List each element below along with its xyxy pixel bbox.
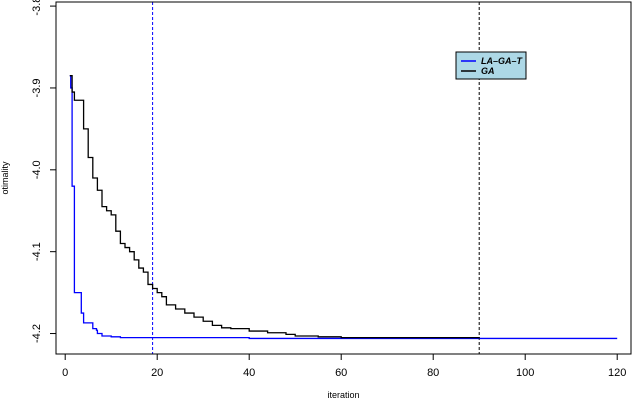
x-tick-label-20: 20	[151, 367, 163, 379]
legend-label-la-ga-t: LA–GA–T	[481, 56, 524, 66]
x-tick-label-0: 0	[62, 367, 68, 379]
y-tick-label--4.1: -4.1	[31, 242, 43, 261]
legend: LA–GA–T GA	[455, 51, 527, 80]
y-tick-label--3.8: -3.8	[31, 0, 43, 16]
x-axis-title: iteration	[327, 390, 359, 400]
series-line-0	[69, 75, 618, 340]
series-line-1	[69, 75, 480, 339]
y-axis-title: otimality	[0, 161, 10, 195]
y-tick-label--4.2: -4.2	[31, 324, 43, 343]
plot-frame	[55, 1, 632, 355]
x-tick-label-120: 120	[608, 367, 626, 379]
axes-layer: 0 20 40 60 80 100 120 -4.2 -4.1 -4.0 -3.9 -3.8	[31, 0, 632, 379]
legend-label-ga: GA	[481, 66, 495, 76]
x-tick-label-60: 60	[335, 367, 347, 379]
y-tick-label--3.9: -3.9	[31, 78, 43, 97]
x-tick-label-100: 100	[516, 367, 534, 379]
plot-layer	[69, 2, 618, 354]
x-tick-label-40: 40	[243, 367, 255, 379]
legend-box	[455, 51, 527, 80]
x-tick-label-80: 80	[427, 367, 439, 379]
y-tick-label--4: -4.0	[31, 160, 43, 179]
